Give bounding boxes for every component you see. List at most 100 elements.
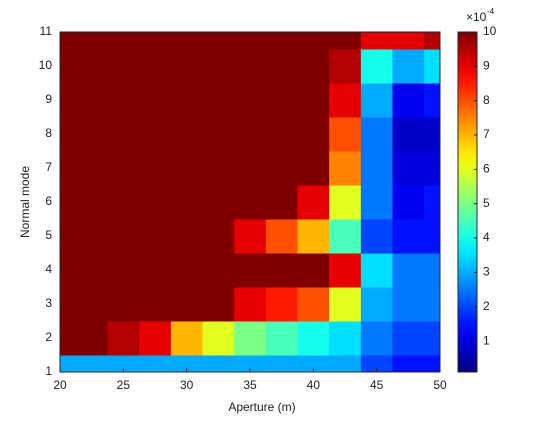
y-tick-label: 1: [45, 364, 52, 378]
heat-cell: [329, 253, 362, 288]
heat-cell: [234, 32, 267, 50]
heat-cell: [139, 219, 172, 254]
heat-cell: [202, 253, 235, 288]
colorbar-exponent: -4: [487, 7, 495, 16]
colorbar-tick-label: 4: [483, 230, 490, 244]
heat-cell: [360, 185, 393, 220]
heat-cell: [265, 117, 298, 152]
heat-cell: [297, 151, 330, 186]
heat-cell: [329, 49, 362, 84]
heat-cell: [139, 49, 172, 84]
heat-cell: [265, 49, 298, 84]
heat-cell: [265, 83, 298, 118]
heat-cell: [392, 185, 425, 220]
heat-cell: [234, 117, 267, 152]
heat-cell: [170, 321, 203, 356]
heat-cell: [265, 253, 298, 288]
y-tick-label: 6: [45, 194, 52, 208]
heat-cell: [265, 219, 298, 254]
heat-cell: [234, 355, 267, 372]
colorbar-tick-label: 1: [483, 333, 490, 347]
heat-cell: [360, 253, 393, 288]
y-tick-label: 3: [45, 296, 52, 310]
heat-cell: [75, 117, 108, 152]
heat-cell: [139, 151, 172, 186]
heat-cell: [424, 49, 440, 84]
heat-cell: [360, 287, 393, 322]
heat-cell: [107, 83, 140, 118]
heat-cell: [202, 287, 235, 322]
heat-cell: [265, 185, 298, 220]
heat-cell: [234, 83, 267, 118]
heat-cell: [170, 219, 203, 254]
heat-cell: [139, 32, 172, 50]
heat-cell: [424, 32, 440, 50]
heat-cell: [424, 185, 440, 220]
heat-cell: [75, 253, 108, 288]
heat-cell: [202, 49, 235, 84]
heat-cell: [202, 117, 235, 152]
heat-cell: [202, 219, 235, 254]
heat-cell: [360, 151, 393, 186]
heat-cell: [360, 219, 393, 254]
heat-cell: [107, 185, 140, 220]
heat-cell: [297, 253, 330, 288]
heat-cell: [360, 32, 393, 50]
heat-cell: [170, 253, 203, 288]
heat-cell: [75, 355, 108, 372]
heat-cell: [234, 185, 267, 220]
heat-cell: [107, 253, 140, 288]
heat-cell: [107, 321, 140, 356]
heat-cell: [60, 355, 77, 372]
heat-cell: [424, 321, 440, 356]
heat-cell: [329, 287, 362, 322]
heat-cell: [60, 321, 77, 356]
heat-cell: [202, 83, 235, 118]
heat-cell: [234, 321, 267, 356]
heat-cell: [297, 287, 330, 322]
heat-cell: [75, 151, 108, 186]
heat-cell: [392, 49, 425, 84]
colorbar-tick-label: 10: [483, 24, 497, 38]
heat-cell: [265, 287, 298, 322]
heat-cell: [265, 321, 298, 356]
heat-cell: [424, 83, 440, 118]
heat-cell: [234, 253, 267, 288]
heat-cell: [329, 185, 362, 220]
heat-cell: [265, 32, 298, 50]
colorbar-tick-label: 8: [483, 93, 490, 107]
heat-cell: [170, 83, 203, 118]
y-tick-label: 9: [45, 92, 52, 106]
heat-cell: [234, 287, 267, 322]
x-tick-label: 20: [53, 378, 67, 392]
heat-cell: [392, 287, 425, 322]
heat-cell: [392, 355, 425, 372]
heatmap: [60, 32, 440, 372]
heat-cell: [75, 321, 108, 356]
x-tick-label: 25: [117, 378, 131, 392]
heat-cell: [297, 83, 330, 118]
heat-cell: [60, 83, 77, 118]
heat-cell: [75, 32, 108, 50]
colorbar-base: ×10: [466, 10, 487, 24]
heat-cell: [139, 287, 172, 322]
heat-cell: [202, 185, 235, 220]
heat-cell: [424, 355, 440, 372]
heat-cell: [329, 83, 362, 118]
heat-cell: [139, 117, 172, 152]
heat-cell: [60, 32, 77, 50]
y-tick-label: 8: [45, 126, 52, 140]
y-tick-label: 5: [45, 228, 52, 242]
heat-cell: [297, 32, 330, 50]
heat-cell: [392, 321, 425, 356]
y-tick-label: 7: [45, 160, 52, 174]
heat-cell: [297, 355, 330, 372]
heat-cell: [60, 253, 77, 288]
heat-cell: [297, 185, 330, 220]
heat-cell: [170, 32, 203, 50]
heat-cell: [424, 253, 440, 288]
colorbar-tick-label: 6: [483, 162, 490, 176]
heat-cell: [360, 83, 393, 118]
heat-cell: [107, 219, 140, 254]
